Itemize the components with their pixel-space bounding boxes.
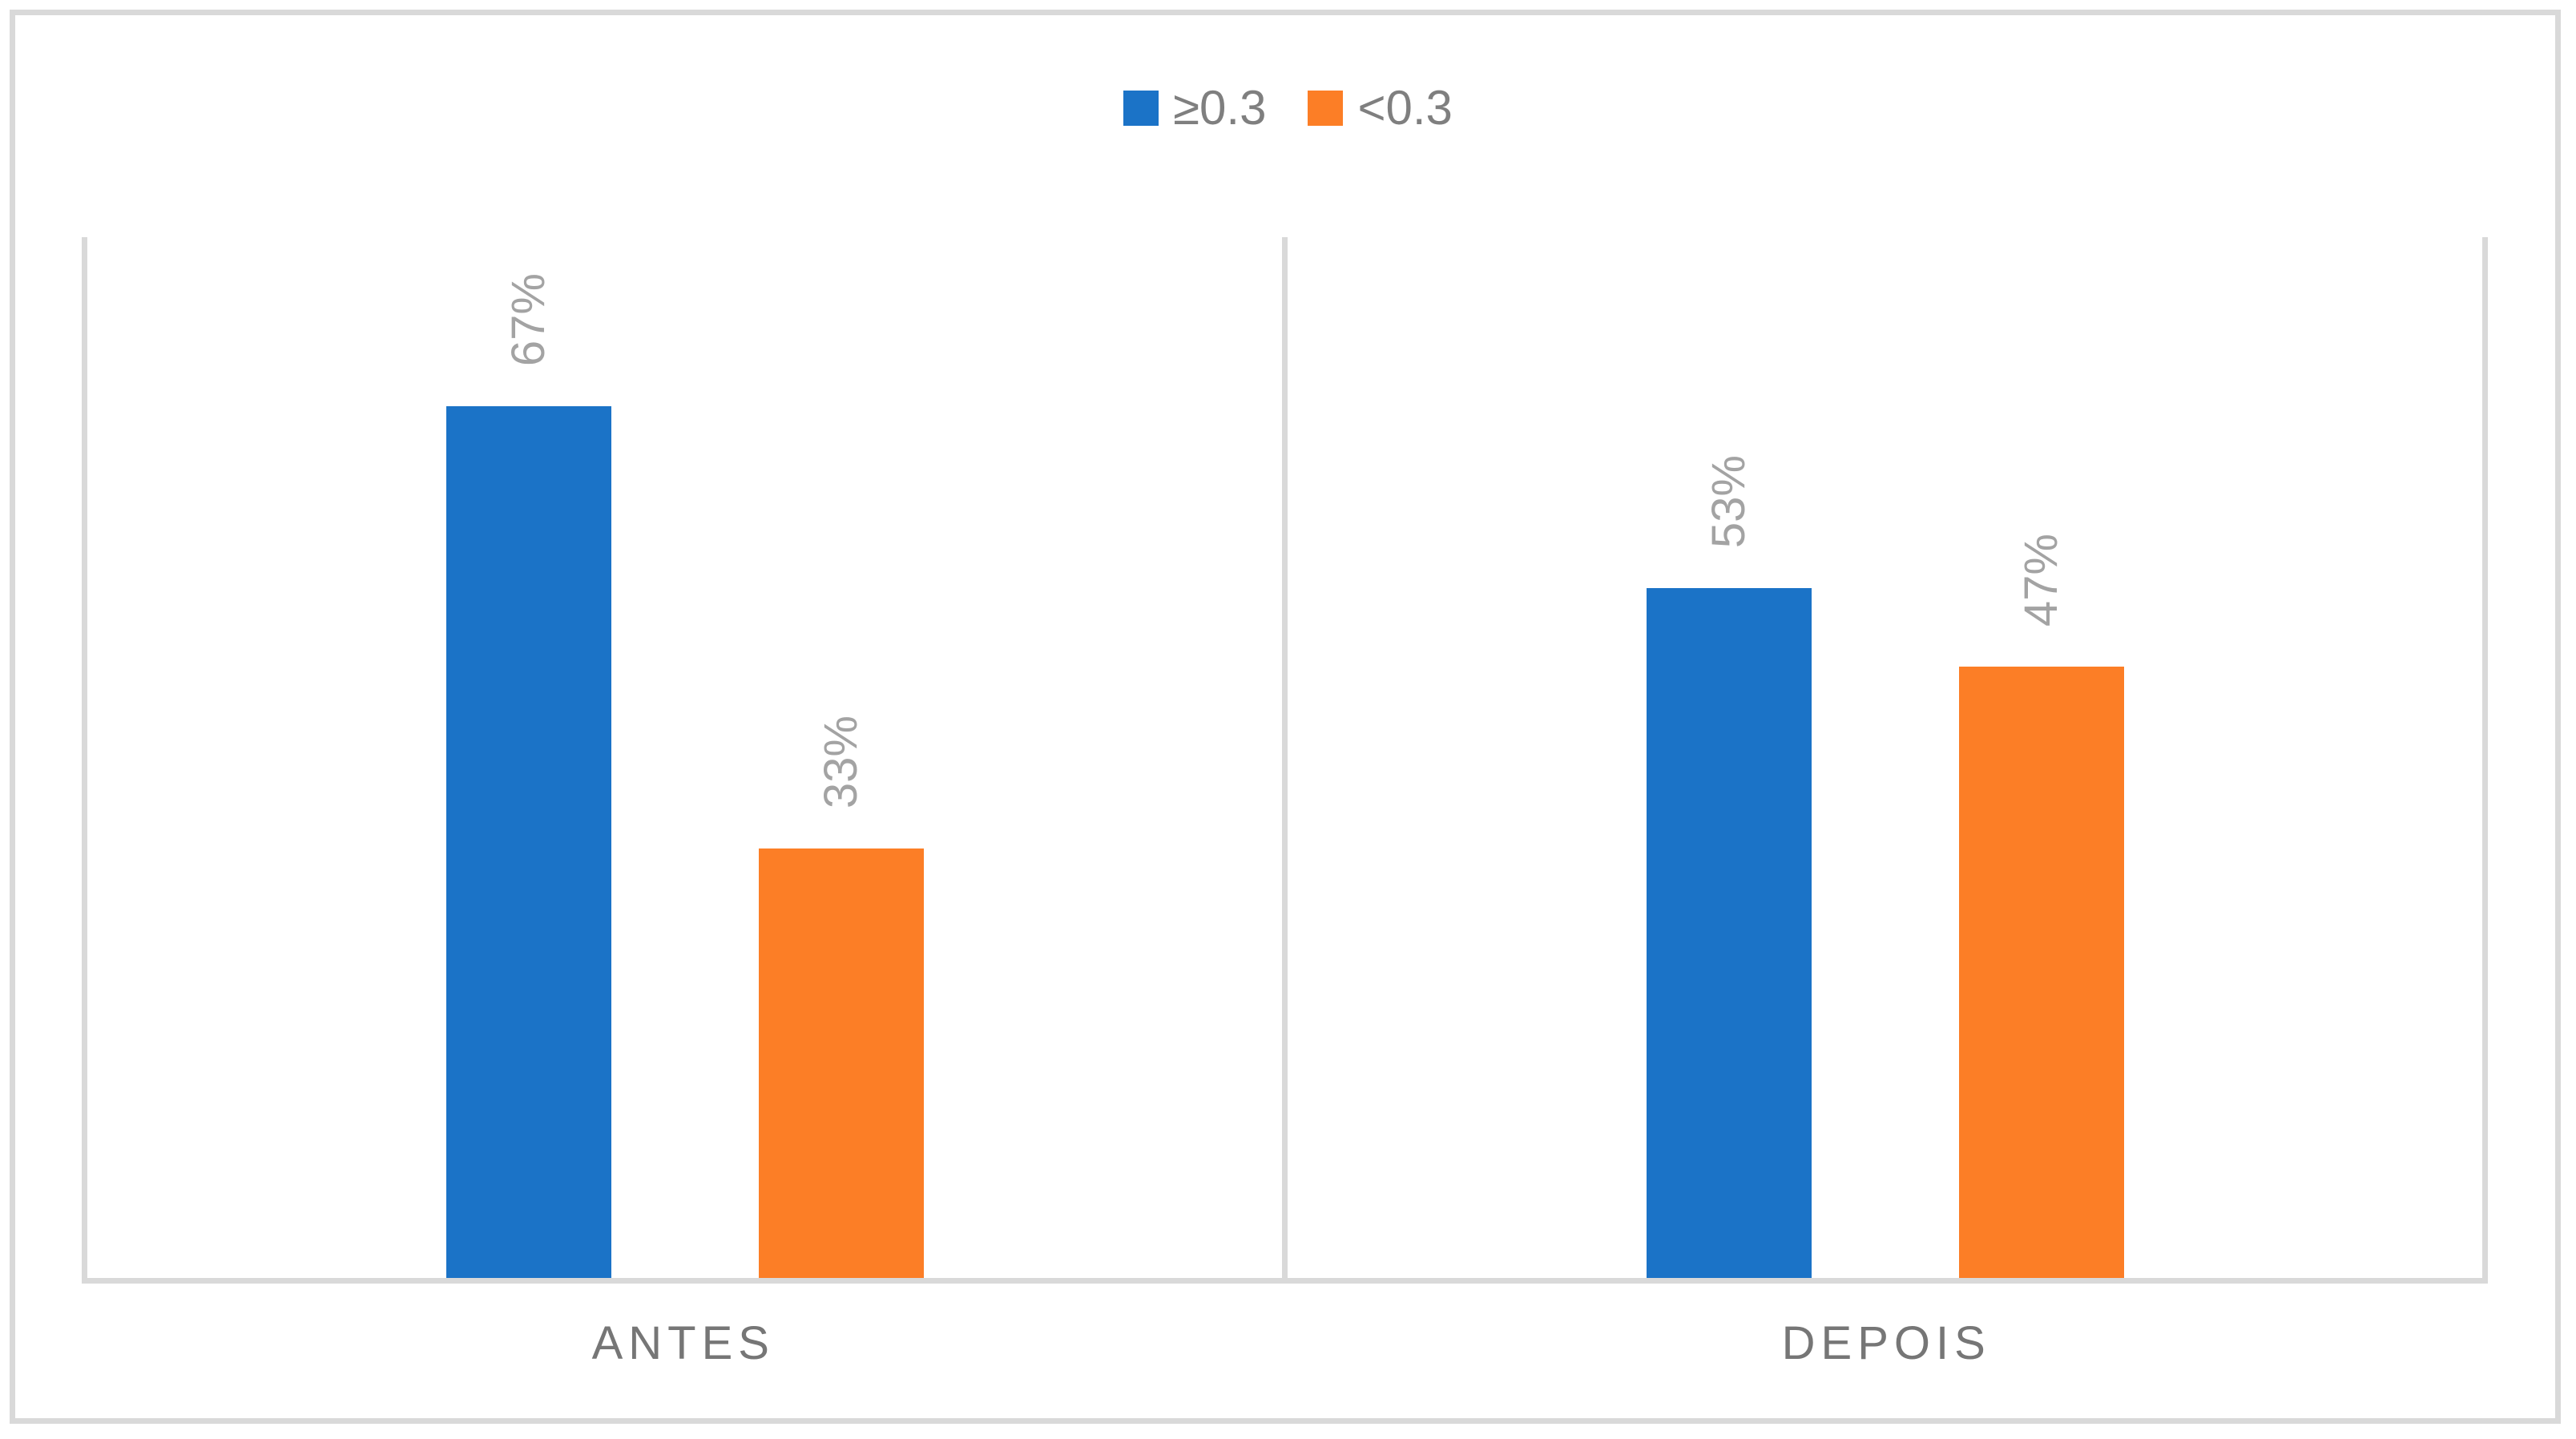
legend-swatch-ge03 <box>1123 91 1159 126</box>
legend-swatch-lt03 <box>1308 91 1344 126</box>
legend: ≥0.3 <0.3 <box>0 74 2576 143</box>
legend-label-ge03: ≥0.3 <box>1173 81 1267 135</box>
chart-outer-border <box>10 10 2561 1424</box>
legend-label-lt03: <0.3 <box>1357 81 1453 135</box>
data-label-antes-ge03: 67% <box>502 273 554 367</box>
bar-column-antes-ge03: 67% <box>445 237 611 1278</box>
category-label-antes: ANTES <box>591 1317 775 1369</box>
bar-column-depois-ge03: 53% <box>1646 237 1812 1278</box>
bar-depois-ge03 <box>1646 588 1812 1278</box>
category-label-depois: DEPOIS <box>1781 1317 1991 1369</box>
plot-area: 67% 33% 53% 47% <box>82 237 2488 1284</box>
category-panel-antes: 67% 33% <box>87 237 1282 1278</box>
data-label-antes-lt03: 33% <box>814 715 867 809</box>
category-panel-depois: 53% 47% <box>1282 237 2482 1278</box>
bar-depois-lt03 <box>1958 666 2124 1278</box>
bar-column-depois-lt03: 47% <box>1958 237 2124 1278</box>
x-axis-labels: ANTES DEPOIS <box>82 1320 2488 1367</box>
legend-item-lt03: <0.3 <box>1308 81 1453 135</box>
data-label-depois-lt03: 47% <box>2014 533 2067 627</box>
bar-antes-lt03 <box>758 848 924 1278</box>
legend-item-ge03: ≥0.3 <box>1123 84 1266 132</box>
bar-antes-ge03 <box>445 406 611 1278</box>
data-label-depois-ge03: 53% <box>1702 455 1755 549</box>
bar-column-antes-lt03: 33% <box>758 237 924 1278</box>
